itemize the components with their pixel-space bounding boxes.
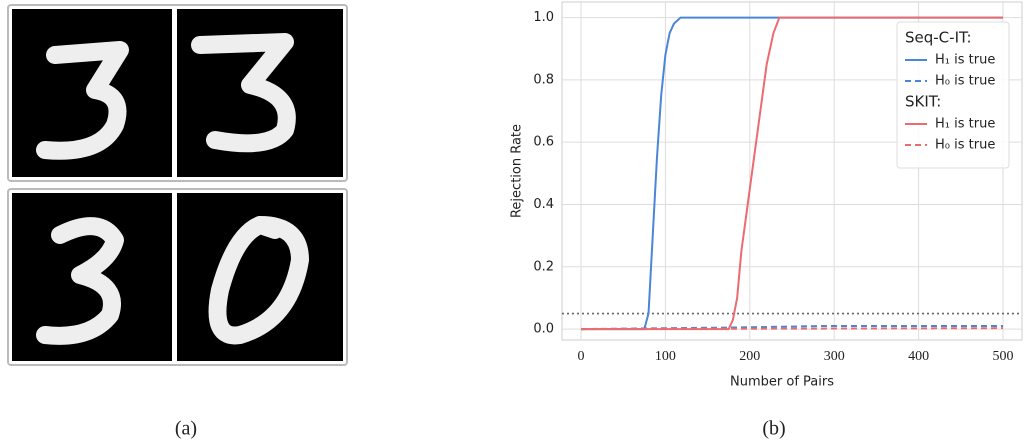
y-tick-label: 0.8 bbox=[533, 72, 554, 87]
caption: (a) bbox=[175, 418, 197, 440]
y-tick-label: 0.0 bbox=[533, 322, 554, 337]
x-tick-label: 100 bbox=[655, 349, 676, 364]
legend-label: H₀ is true bbox=[935, 138, 995, 153]
x-tick-label: 500 bbox=[993, 349, 1014, 364]
y-tick-label: 1.0 bbox=[533, 10, 554, 25]
legend-label: H₁ is true bbox=[935, 117, 995, 132]
mnist-pairs bbox=[7, 4, 348, 366]
legend-group-title: SKIT: bbox=[905, 93, 941, 111]
series-line bbox=[580, 327, 1004, 331]
x-tick-label: 0 bbox=[577, 349, 584, 364]
digit-stroke bbox=[36, 41, 129, 160]
digit-stroke bbox=[208, 216, 309, 345]
x-tick-label: 200 bbox=[739, 349, 760, 364]
x-axis-label: Number of Pairs bbox=[730, 375, 834, 390]
y-axis-label: Rejection Rate bbox=[510, 124, 525, 218]
x-tick-label: 400 bbox=[908, 349, 929, 364]
y-tick-label: 0.2 bbox=[533, 259, 554, 274]
legend-label: H₀ is true bbox=[935, 74, 995, 89]
series-line bbox=[580, 16, 1004, 331]
digit-stroke bbox=[191, 33, 296, 153]
x-tick-label: 300 bbox=[824, 349, 845, 364]
y-tick-label: 0.4 bbox=[533, 197, 554, 212]
caption: (b) bbox=[762, 418, 785, 440]
y-tick-label: 0.6 bbox=[533, 135, 554, 150]
legend-box bbox=[896, 21, 1010, 169]
series-line bbox=[580, 16, 1004, 331]
legend-label: H₁ is true bbox=[935, 53, 995, 68]
digit-stroke bbox=[36, 217, 124, 345]
legend-group-title: Seq-C-IT: bbox=[905, 29, 972, 47]
